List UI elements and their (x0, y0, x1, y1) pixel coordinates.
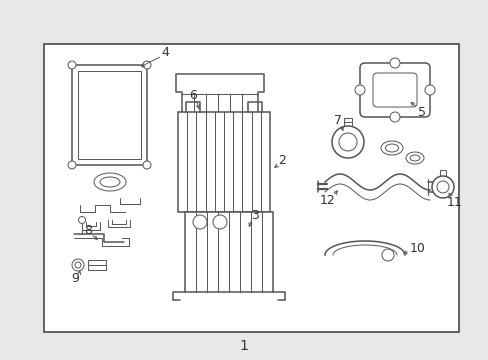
Circle shape (424, 85, 434, 95)
Circle shape (389, 112, 399, 122)
Circle shape (431, 176, 453, 198)
Ellipse shape (100, 177, 120, 187)
Circle shape (354, 85, 364, 95)
Circle shape (142, 161, 151, 169)
Text: 4: 4 (161, 45, 168, 59)
Text: 1: 1 (239, 339, 248, 353)
Text: 11: 11 (446, 195, 462, 208)
Circle shape (142, 61, 151, 69)
Ellipse shape (79, 216, 85, 224)
FancyBboxPatch shape (359, 63, 429, 117)
Circle shape (193, 215, 206, 229)
Bar (72, 65, 147, 165)
Text: 6: 6 (189, 89, 197, 102)
Ellipse shape (94, 173, 126, 191)
Text: 8: 8 (84, 224, 92, 237)
Bar (439, 170, 445, 177)
Circle shape (436, 181, 448, 193)
Circle shape (338, 133, 356, 151)
Text: 3: 3 (250, 208, 259, 221)
Text: 5: 5 (417, 105, 425, 118)
Bar (178, 112, 269, 212)
Ellipse shape (409, 155, 419, 161)
Bar (184, 212, 272, 292)
Circle shape (389, 58, 399, 68)
Bar (78, 71, 141, 159)
Circle shape (331, 126, 363, 158)
FancyBboxPatch shape (372, 73, 416, 107)
Bar (44, 44, 458, 332)
Text: 9: 9 (71, 271, 79, 284)
Text: 10: 10 (409, 242, 425, 255)
Circle shape (213, 215, 226, 229)
Bar (343, 118, 351, 126)
Text: 2: 2 (278, 153, 285, 166)
Ellipse shape (385, 144, 398, 152)
Ellipse shape (405, 152, 423, 164)
Text: 12: 12 (320, 194, 335, 207)
Ellipse shape (380, 141, 402, 155)
Circle shape (72, 259, 84, 271)
Text: 7: 7 (333, 113, 341, 126)
Bar (88, 260, 106, 270)
Circle shape (68, 161, 76, 169)
Circle shape (68, 61, 76, 69)
Circle shape (75, 262, 81, 268)
Circle shape (381, 249, 393, 261)
